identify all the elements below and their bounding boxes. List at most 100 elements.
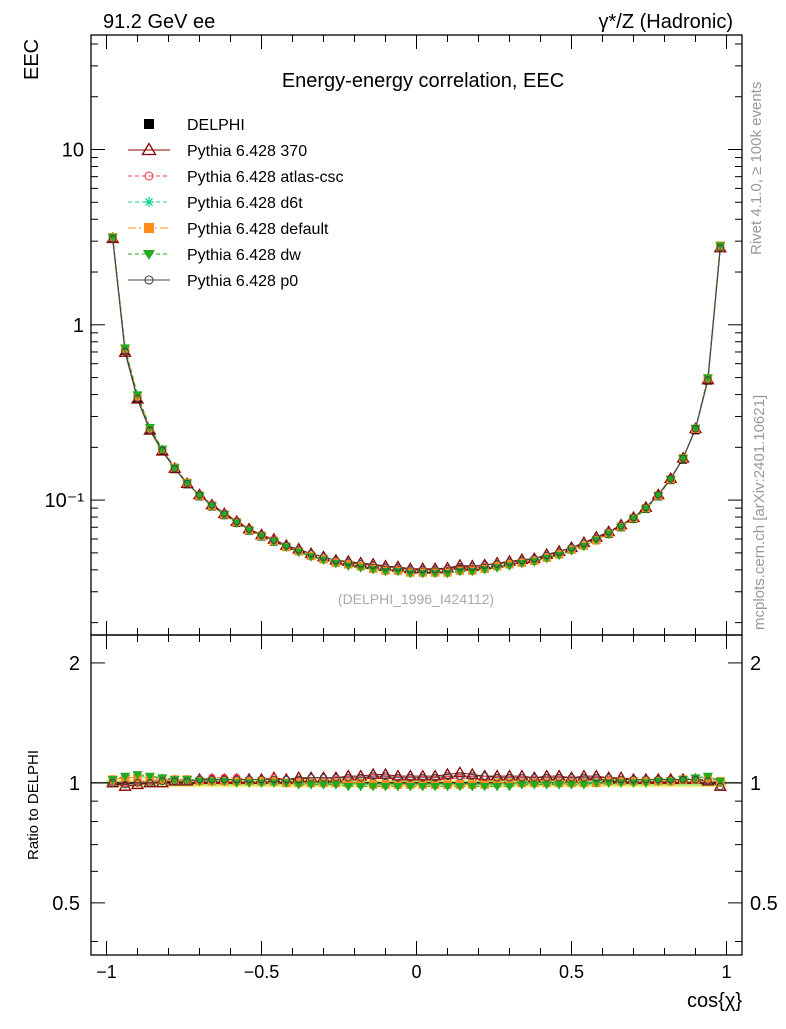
ratio-series-point <box>691 775 700 784</box>
ratio-series-point <box>369 772 377 780</box>
ratio-series-point <box>257 775 266 784</box>
ratio-series-point <box>454 783 465 792</box>
legend-marker <box>144 197 154 207</box>
ratio-series-point <box>293 781 304 790</box>
ratio-series-point <box>392 783 403 792</box>
ratio-series-point <box>604 773 613 782</box>
main-series-point <box>629 513 638 522</box>
ratio-series-point <box>232 775 241 784</box>
main-series-point <box>133 394 142 403</box>
ratio-series-point <box>505 773 514 782</box>
rivet-version-label: Rivet 4.1.0, ≥ 100k events <box>748 82 765 255</box>
legend-label: Pythia 6.428 atlas-csc <box>187 169 344 186</box>
ratio-series-point <box>418 773 427 782</box>
ratio-series-point <box>195 775 204 784</box>
legend-marker <box>144 223 154 233</box>
ratio-series-point <box>654 775 663 784</box>
ratio-tick-label-left: 1 <box>69 773 80 795</box>
ratio-series-point <box>715 777 726 787</box>
main-series-point <box>108 234 117 243</box>
main-series-point <box>704 376 712 384</box>
ratio-series-point <box>294 775 303 784</box>
legend-marker <box>141 142 157 156</box>
main-series-point <box>394 563 402 572</box>
x-tick-label: 0 <box>411 962 421 982</box>
ratio-series-point <box>716 782 725 791</box>
main-series-point <box>307 549 315 558</box>
legend: DELPHI Pythia 6.428 370 Pythia 6.428 atlas… <box>128 117 344 290</box>
ratio-series-point <box>555 773 563 782</box>
main-series-point <box>678 454 689 464</box>
main-series-point <box>146 426 154 435</box>
ratio-series-point <box>380 783 391 792</box>
ratio-tick-label-left: 0.5 <box>52 893 80 915</box>
ratio-series-point <box>702 772 713 782</box>
main-series-point <box>170 464 179 473</box>
main-series-point <box>654 491 663 499</box>
ratio-series-point <box>430 783 441 792</box>
main-series-point <box>530 554 539 563</box>
ratio-series-point <box>516 781 527 790</box>
main-series-point <box>244 527 255 536</box>
ratio-series-point <box>245 775 253 784</box>
main-series-point <box>381 563 390 571</box>
ratio-series-point <box>194 777 205 787</box>
ratio-series-point <box>208 775 216 784</box>
ratio-series-point <box>629 775 638 784</box>
ratio-series-point <box>642 775 650 784</box>
legend-marker <box>144 119 154 129</box>
ratio-series-point <box>578 781 589 790</box>
main-series-point <box>183 479 191 488</box>
main-series-point <box>380 568 391 577</box>
main-series-point <box>268 538 279 547</box>
main-series-point <box>344 558 353 566</box>
main-series-point <box>616 523 627 533</box>
x-tick-label: −1 <box>96 962 117 982</box>
main-series-point <box>220 509 229 518</box>
ratio-series-point <box>704 777 712 786</box>
legend-marker <box>144 275 154 285</box>
ratio-series-point <box>580 773 588 782</box>
main-series-point <box>542 551 551 560</box>
axis-ticks: −1 −0.5 0 0.5 1 10 1 10⁻¹ 2 2 1 1 0.5 0.5 <box>45 35 778 982</box>
ratio-series-point <box>417 783 428 792</box>
main-series-point <box>442 569 453 579</box>
ratio-series-point <box>504 783 515 792</box>
main-series-point <box>256 533 267 542</box>
x-tick-label: 0.5 <box>559 962 584 982</box>
main-series-point <box>368 566 379 575</box>
ratio-series-point <box>542 773 551 782</box>
ratio-series-point <box>206 777 217 787</box>
ratio-series-point <box>306 781 317 790</box>
legend-marker <box>143 250 155 260</box>
main-series-point <box>580 539 588 548</box>
main-series-point <box>628 515 639 525</box>
process-label: γ*/Z (Hadronic) <box>599 11 733 33</box>
main-series-point <box>270 536 278 544</box>
main-series-point <box>518 556 526 565</box>
legend-label: Pythia 6.428 d6t <box>187 195 303 212</box>
ratio-series-point <box>108 779 117 787</box>
main-series-point <box>505 558 514 566</box>
main-series-point <box>642 503 650 512</box>
legend-label: Pythia 6.428 dw <box>187 247 301 264</box>
energy-label: 91.2 GeV ee <box>103 11 215 33</box>
ratio-series-point <box>592 773 601 782</box>
main-series-point <box>592 534 601 542</box>
main-series-point <box>144 423 155 433</box>
ratio-series-point <box>406 773 415 782</box>
ratio-series-point <box>356 778 365 788</box>
ratio-series-point <box>169 776 180 785</box>
ratio-series-point <box>505 778 514 788</box>
main-series-point <box>666 474 675 483</box>
ratio-series-point <box>356 773 365 782</box>
x-tick-label: −0.5 <box>244 962 280 982</box>
ratio-series-point <box>666 775 675 784</box>
ratio-series-point <box>492 778 502 788</box>
ratio-series-point <box>332 773 340 782</box>
ratio-series-point <box>107 776 118 785</box>
main-series-point <box>281 543 292 553</box>
ratio-series-point <box>603 779 614 788</box>
y-tick-label: 1 <box>73 315 84 337</box>
